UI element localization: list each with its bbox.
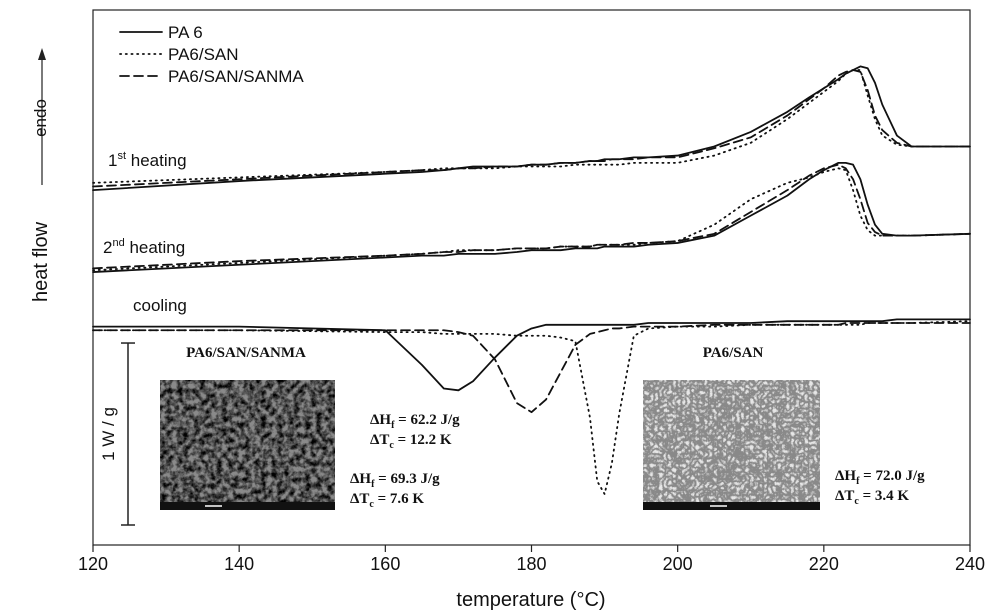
x-axis-label: temperature (°C) [456,589,605,611]
curve [92,69,971,188]
curve [92,65,971,192]
annotation-symbol: ΔT [370,432,389,448]
annotation: ΔTc = 7.6 K [350,491,424,510]
scale-bar-label: 1 W / g [99,407,118,461]
annotation-symbol: ΔT [835,488,854,504]
annotation-text: = 3.4 K [859,488,910,504]
inset-title: PA6/SAN/SANMA [186,345,306,361]
curve [92,69,971,184]
x-tick-label: 120 [78,554,108,574]
inset-left [160,380,335,510]
curve [92,322,971,414]
curve [92,320,971,495]
sem-footer [643,502,820,510]
x-tick-label: 140 [224,554,254,574]
annotation-text: = 69.3 J/g [374,471,440,487]
legend-label: PA6/SAN/SANMA [168,67,304,86]
annotation: ΔTc = 12.2 K [370,432,452,451]
x-tick-label: 220 [809,554,839,574]
direction-label: endo [31,99,50,137]
legend-label: PA 6 [168,23,203,42]
inset-right [643,380,820,510]
annotation-text: = 12.2 K [394,432,452,448]
annotation: ΔHf = 62.2 J/g [370,412,460,431]
x-tick-label: 160 [370,554,400,574]
sem-footer [160,502,335,510]
inset-title: PA6/SAN [703,345,764,361]
annotation: ΔHf = 72.0 J/g [835,468,925,487]
scan-label-text: 2 [103,238,112,257]
scan-label-rest: heating [126,151,187,170]
scan-label: cooling [133,296,187,315]
annotation: ΔTc = 3.4 K [835,488,909,507]
annotation-text: = 62.2 J/g [394,412,460,428]
curve [92,318,971,392]
annotation-sub: c [369,499,374,510]
annotation: ΔHf = 69.3 J/g [350,471,440,490]
annotation-symbol: ΔH [835,468,856,484]
scan-label: 1st heating [108,150,187,170]
scan-label-sup: nd [112,237,124,249]
x-tick-label: 240 [955,554,985,574]
annotation-sub: f [371,479,375,490]
annotation-text: = 72.0 J/g [859,468,925,484]
scan-label-sup: st [117,150,126,162]
annotation-sub: f [856,476,860,487]
annotation-text: = 7.6 K [374,491,425,507]
scan-label: 2nd heating [103,237,185,257]
curve [92,163,971,270]
scan-label-rest: heating [125,238,186,257]
annotation-symbol: ΔT [350,491,369,507]
sem-texture [160,380,335,510]
endo-arrowhead [38,48,46,60]
annotation-sub: c [389,440,394,451]
y-axis-label: heat flow [30,221,52,302]
scan-label-text: 1 [108,151,117,170]
x-tick-label: 180 [516,554,546,574]
annotation-symbol: ΔH [370,412,391,428]
sem-texture [643,380,820,510]
x-tick-label: 200 [663,554,693,574]
curve [92,167,971,272]
annotation-sub: c [854,496,859,507]
curve [92,161,971,273]
scan-label-text: cooling [133,296,187,315]
annotation-symbol: ΔH [350,471,371,487]
legend-label: PA6/SAN [168,45,239,64]
annotation-sub: f [391,420,395,431]
